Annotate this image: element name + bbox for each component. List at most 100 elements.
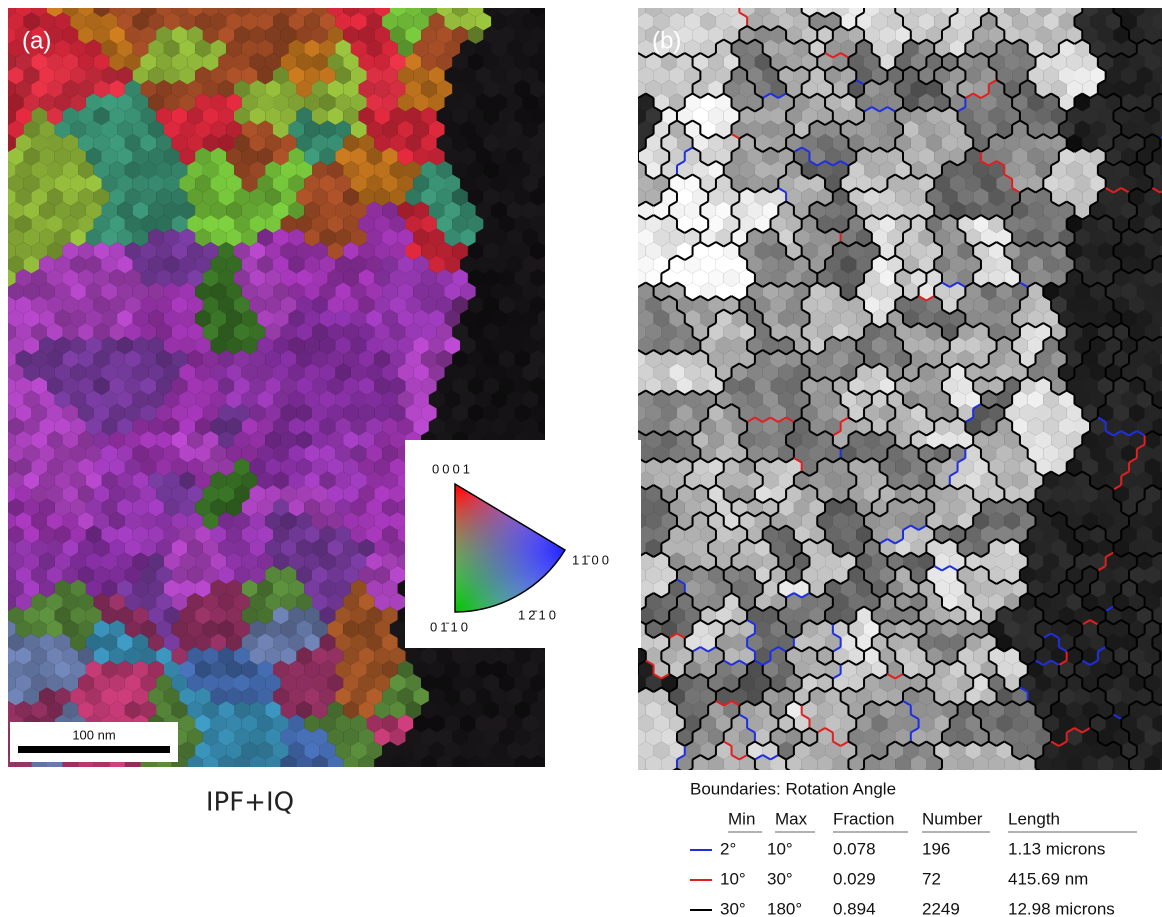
grain-cell xyxy=(615,269,631,287)
grain-cell xyxy=(0,175,8,193)
grain-cell xyxy=(654,769,670,787)
grain-cell xyxy=(615,674,631,692)
grain-cell xyxy=(0,742,8,760)
grain-cell xyxy=(1106,769,1122,787)
grain-boundary xyxy=(630,215,638,220)
grain-cell xyxy=(0,499,8,517)
grain-cell xyxy=(554,337,570,355)
grain-cell xyxy=(546,647,562,665)
grain-cell xyxy=(615,107,631,125)
grain-cell xyxy=(554,256,570,274)
grain-cell xyxy=(622,418,638,436)
grain-cell xyxy=(554,94,570,112)
grain-cell xyxy=(554,391,570,409)
grain-cell xyxy=(0,688,8,706)
grain-cell xyxy=(546,26,562,44)
grain-cell xyxy=(622,310,638,328)
grain-cell xyxy=(615,26,631,44)
grain-cell xyxy=(615,161,631,179)
grain-cell xyxy=(0,13,8,31)
grain-cell xyxy=(0,121,8,139)
grain-cell xyxy=(0,661,8,679)
grain-cell xyxy=(546,80,562,98)
grain-cell xyxy=(1121,769,1137,787)
grain-cell xyxy=(622,13,638,31)
grain-cell xyxy=(622,688,638,706)
grain-cell xyxy=(1075,769,1091,787)
grain-cell xyxy=(554,661,570,679)
grain-cell xyxy=(554,121,570,139)
grain-cell xyxy=(554,148,570,166)
grain-cell xyxy=(0,67,8,85)
grain-cell xyxy=(950,769,966,787)
grain-cell xyxy=(0,418,8,436)
grain-cell xyxy=(554,67,570,85)
grain-cell xyxy=(622,742,638,760)
grain-cell xyxy=(0,256,8,274)
grain-cell xyxy=(0,202,8,220)
grain-cell xyxy=(903,769,919,787)
grain-cell xyxy=(615,350,631,368)
grain-boundary xyxy=(622,202,630,207)
grain-cell xyxy=(546,674,562,692)
grain-cell xyxy=(546,350,562,368)
grain-cell xyxy=(0,715,8,733)
grain-cell xyxy=(0,634,8,652)
grain-cell xyxy=(546,134,562,152)
grain-cell xyxy=(554,175,570,193)
grain-cell xyxy=(0,364,8,382)
grain-cell xyxy=(615,80,631,98)
grain-cell xyxy=(622,715,638,733)
grain-cell xyxy=(554,364,570,382)
grain-cell xyxy=(0,553,8,571)
grain-cell xyxy=(0,310,8,328)
grain-cell xyxy=(546,323,562,341)
grain-cell xyxy=(546,296,562,314)
grain-cell xyxy=(622,67,638,85)
grain-cell xyxy=(554,310,570,328)
grain-boundary xyxy=(622,175,630,180)
grain-cell xyxy=(546,755,562,773)
grain-cell xyxy=(622,283,638,301)
grain-cell xyxy=(622,175,638,193)
grain-cell xyxy=(1043,769,1059,787)
grain-cell xyxy=(0,580,8,598)
grain-cell xyxy=(622,364,638,382)
grain-cell xyxy=(0,229,8,247)
grain-cell xyxy=(965,769,981,787)
grain-cell xyxy=(546,242,562,260)
grain-cell xyxy=(546,107,562,125)
grain-boundary xyxy=(622,53,630,58)
grain-cell xyxy=(554,229,570,247)
grain-cell xyxy=(997,769,1013,787)
grain-cell xyxy=(919,769,935,787)
grain-cell xyxy=(546,215,562,233)
grain-cell xyxy=(546,53,562,71)
grain-cell xyxy=(554,13,570,31)
grain-cell xyxy=(0,94,8,112)
grain-cell xyxy=(615,377,631,395)
grain-cell xyxy=(622,256,638,274)
grain-cell xyxy=(622,769,638,787)
grain-cell xyxy=(1152,769,1162,787)
grain-cell xyxy=(615,53,631,71)
grain-cell xyxy=(622,391,638,409)
grain-cell xyxy=(554,202,570,220)
iq-map xyxy=(615,0,1162,787)
grain-cell xyxy=(622,661,638,679)
grain-boundary xyxy=(622,80,630,85)
grain-cell xyxy=(0,472,8,490)
grain-cell xyxy=(638,769,654,787)
grain-cell xyxy=(615,296,631,314)
grain-boundary xyxy=(615,175,623,180)
grain-cell xyxy=(622,337,638,355)
grain-cell xyxy=(554,742,570,760)
grain-cell xyxy=(615,188,631,206)
grain-cell xyxy=(615,728,631,746)
grain-cell xyxy=(622,40,638,58)
grain-cell xyxy=(622,94,638,112)
grain-cell xyxy=(554,283,570,301)
grain-cell xyxy=(615,404,631,422)
grain-cell xyxy=(615,0,631,17)
grain-cell xyxy=(1137,769,1153,787)
